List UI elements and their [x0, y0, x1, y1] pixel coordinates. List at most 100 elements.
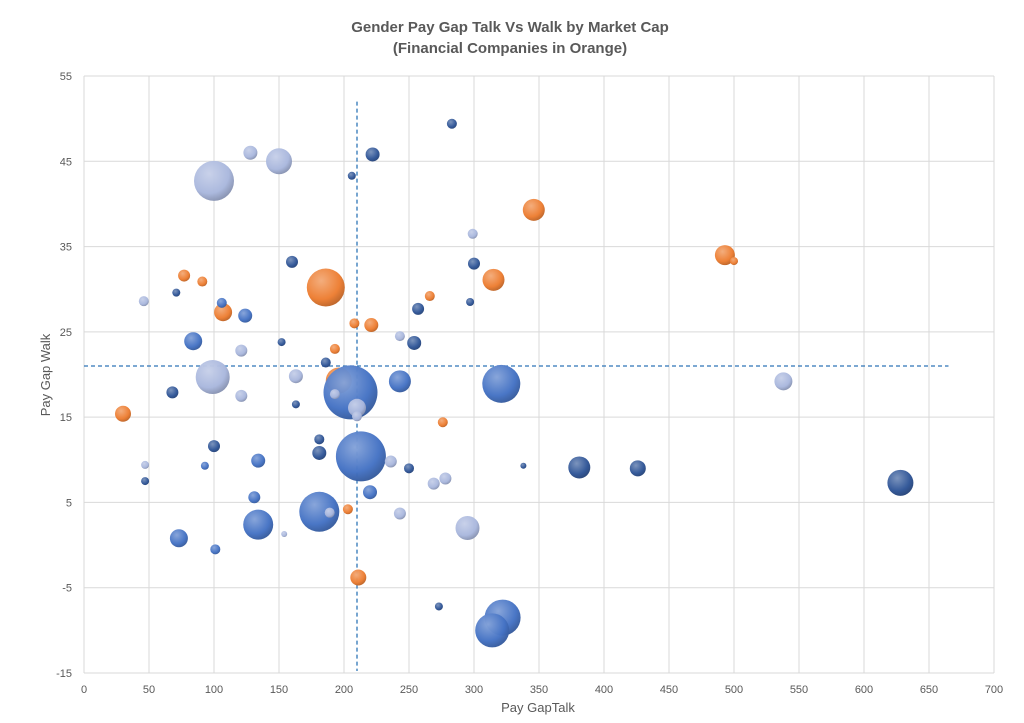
bubble [314, 434, 325, 445]
x-tick-label: 500 [725, 684, 743, 696]
x-axis-label: Pay GapTalk [501, 700, 575, 715]
x-tick-label: 550 [790, 684, 808, 696]
bubble [393, 507, 406, 520]
x-tick-label: 0 [81, 684, 87, 696]
bubble [291, 400, 300, 409]
bubble [347, 171, 356, 180]
bubble [475, 613, 510, 648]
y-tick-label: 25 [60, 327, 72, 339]
bubble [522, 198, 545, 221]
bubble [195, 360, 230, 395]
bubble [446, 118, 457, 129]
bubble [238, 308, 253, 323]
x-tick-label: 400 [595, 684, 613, 696]
bubble [197, 276, 208, 287]
y-tick-label: 5 [66, 497, 72, 509]
y-tick-label: 55 [60, 71, 72, 83]
bubble [335, 431, 386, 482]
bubble [172, 288, 181, 297]
reference-lines [84, 101, 949, 671]
bubble [210, 544, 221, 555]
bubble [388, 370, 411, 393]
bubble [730, 257, 738, 266]
bubble [407, 335, 422, 350]
bubble [466, 298, 475, 307]
bubble [363, 485, 377, 500]
bubble [251, 453, 266, 468]
y-tick-label: -15 [56, 668, 72, 680]
bubble [887, 469, 914, 496]
bubble [384, 455, 397, 468]
chart-subtitle: (Financial Companies in Orange) [393, 40, 627, 57]
y-axis-label: Pay Gap Walk [38, 333, 53, 416]
bubble [243, 145, 258, 160]
x-tick-label: 350 [530, 684, 548, 696]
bubble [364, 318, 379, 333]
bubble [277, 338, 286, 347]
bubble [629, 460, 646, 477]
bubble [178, 269, 191, 282]
bubble [235, 344, 248, 357]
bubble [520, 462, 527, 469]
bubble [568, 456, 591, 479]
bubble [329, 389, 340, 400]
x-tick-label: 100 [205, 684, 223, 696]
bubble [349, 318, 360, 329]
bubble [184, 332, 203, 351]
bubble [281, 530, 288, 537]
bubble [482, 268, 505, 291]
bubble [365, 147, 380, 162]
bubble [243, 509, 274, 540]
x-tick-label: 150 [270, 684, 288, 696]
bubble [342, 504, 353, 515]
bubble [194, 160, 234, 201]
y-tick-label: 35 [60, 242, 72, 254]
bubble [455, 516, 480, 541]
bubble [394, 331, 405, 342]
bubble [412, 302, 425, 315]
bubble [248, 491, 261, 504]
bubble [468, 257, 480, 270]
bubble [434, 602, 443, 611]
bubble [437, 417, 448, 428]
bubble [424, 291, 435, 302]
bubble [404, 463, 414, 474]
x-tick-label: 250 [400, 684, 418, 696]
x-tick-label: 200 [335, 684, 353, 696]
x-tick-labels: 0 50 100 150 200 250 300 350 400 450 500 550 600 650 7… [81, 684, 1003, 696]
series-light-blue [138, 145, 793, 541]
bubble [324, 507, 335, 518]
bubble [141, 477, 150, 486]
bubble [169, 529, 188, 548]
x-tick-label: 650 [920, 684, 938, 696]
bubble [774, 372, 793, 391]
bubble [141, 460, 150, 469]
x-tick-label: 600 [855, 684, 873, 696]
bubble [329, 343, 340, 354]
x-tick-label: 50 [143, 684, 155, 696]
bubble [286, 255, 298, 268]
bubble [352, 411, 362, 422]
bubble [306, 268, 345, 307]
bubble [312, 445, 327, 460]
bubble [288, 369, 303, 384]
series-dark-blue [141, 118, 914, 611]
bubble [427, 477, 440, 490]
y-tick-labels: -15 -5 5 15 25 35 45 55 [56, 71, 72, 680]
bubble [138, 296, 149, 307]
bubble [200, 461, 209, 470]
bubble [235, 389, 248, 402]
bubble [214, 303, 233, 322]
bubble [208, 440, 220, 453]
bubble [299, 491, 340, 532]
x-tick-label: 700 [985, 684, 1003, 696]
bubble [467, 228, 478, 239]
bubble [350, 569, 367, 586]
y-tick-label: 45 [60, 156, 72, 168]
chart-title: Gender Pay Gap Talk Vs Walk by Market Ca… [351, 19, 669, 36]
bubble [166, 386, 179, 399]
x-tick-label: 450 [660, 684, 678, 696]
bubble [482, 364, 521, 403]
